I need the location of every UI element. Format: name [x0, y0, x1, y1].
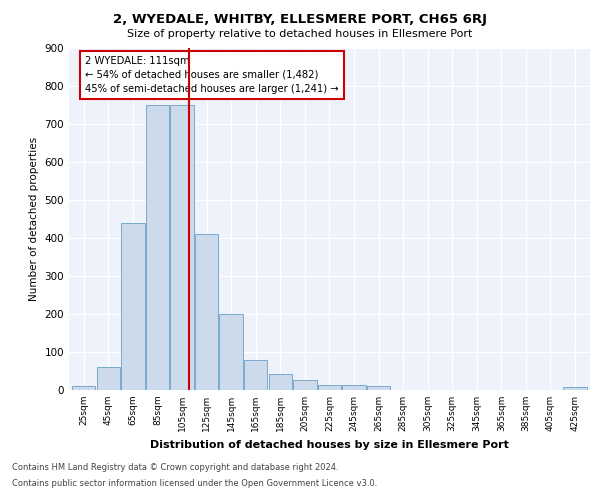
Bar — [318, 385, 341, 390]
Bar — [563, 387, 587, 390]
Y-axis label: Number of detached properties: Number of detached properties — [29, 136, 39, 301]
Text: 2 WYEDALE: 111sqm
← 54% of detached houses are smaller (1,482)
45% of semi-detac: 2 WYEDALE: 111sqm ← 54% of detached hous… — [85, 56, 338, 94]
Bar — [72, 386, 95, 390]
Text: 2, WYEDALE, WHITBY, ELLESMERE PORT, CH65 6RJ: 2, WYEDALE, WHITBY, ELLESMERE PORT, CH65… — [113, 12, 487, 26]
Bar — [342, 385, 365, 390]
Bar — [293, 380, 317, 390]
X-axis label: Distribution of detached houses by size in Ellesmere Port: Distribution of detached houses by size … — [150, 440, 509, 450]
Bar — [121, 222, 145, 390]
Text: Size of property relative to detached houses in Ellesmere Port: Size of property relative to detached ho… — [127, 29, 473, 39]
Bar — [195, 234, 218, 390]
Bar — [269, 374, 292, 390]
Bar — [97, 367, 120, 390]
Bar — [220, 314, 243, 390]
Bar — [146, 104, 169, 390]
Bar — [244, 360, 268, 390]
Bar — [170, 104, 194, 390]
Bar — [367, 386, 390, 390]
Text: Contains HM Land Registry data © Crown copyright and database right 2024.: Contains HM Land Registry data © Crown c… — [12, 462, 338, 471]
Text: Contains public sector information licensed under the Open Government Licence v3: Contains public sector information licen… — [12, 479, 377, 488]
